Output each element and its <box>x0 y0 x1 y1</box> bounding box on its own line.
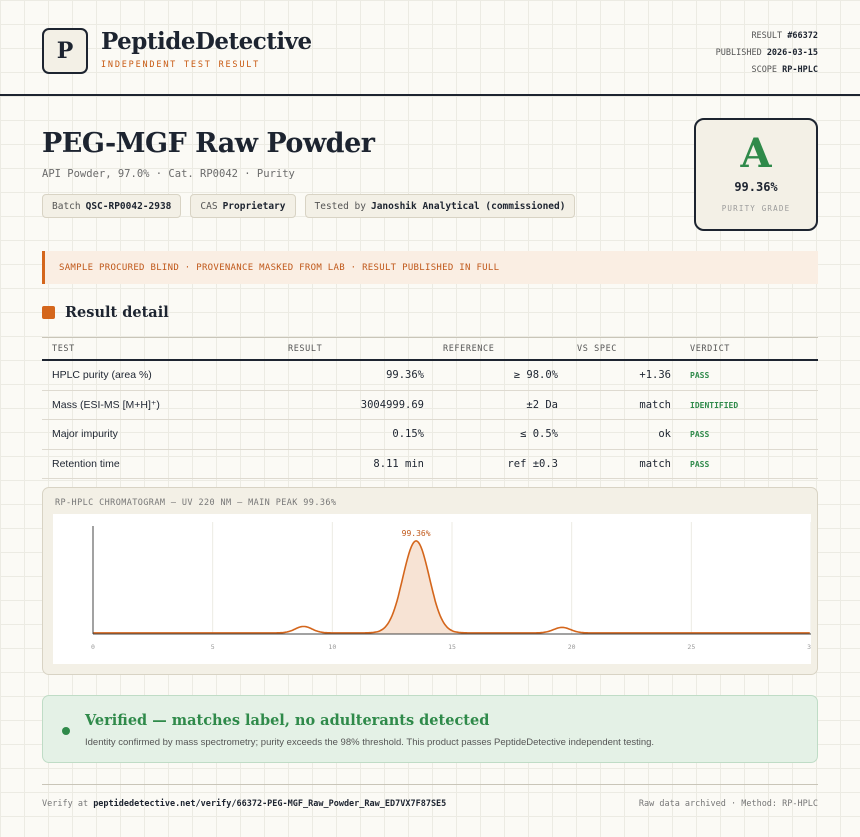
table-row: Mass (ESI-MS [M+H]⁺) 3004999.69 ±2 Da ma… <box>42 391 818 420</box>
x-tick-label: 15 <box>448 643 456 651</box>
x-tick-label: 25 <box>687 643 695 651</box>
header-vs-spec: VS SPEC <box>577 344 618 354</box>
chip-tested-by: Tested by Janoshik Analytical (commission… <box>304 194 576 218</box>
header-test: TEST <box>52 344 75 354</box>
header-result: RESULT <box>288 344 323 354</box>
x-tick-label: 20 <box>568 643 576 651</box>
meta-scope: SCOPE RP-HPLC <box>751 65 818 75</box>
product-subtitle: API Powder, 97.0% · Cat. RP0042 · Purity <box>42 168 295 180</box>
status-dot-icon <box>62 727 70 735</box>
table-header: TEST RESULT REFERENCE VS SPEC VERDICT <box>42 337 818 361</box>
grade-value: 99.36% <box>734 180 778 194</box>
brand-tagline: INDEPENDENT TEST RESULT <box>101 60 261 70</box>
verified-subtitle: Identity confirmed by mass spectrometry;… <box>85 737 655 748</box>
chip-cas: CAS Proprietary <box>190 194 296 218</box>
brand-name: PeptideDetective <box>101 28 312 55</box>
header-reference: REFERENCE <box>443 344 495 354</box>
verdict-badge: PASS <box>690 371 710 380</box>
meta-result: RESULT #66372 <box>751 31 818 41</box>
plot-area: 99.36% 0 5 10 15 20 25 30 <box>53 514 815 664</box>
verified-panel: Verified — matches label, no adulterants… <box>42 695 818 763</box>
main-peak-fill <box>363 540 468 634</box>
grade-label: PURITY GRADE <box>721 204 791 213</box>
result-meta: RESULT #66372 PUBLISHED 2026-03-15 SCOPE… <box>716 28 818 79</box>
chromatogram-card: RP-HPLC CHROMATOGRAM — UV 220 NM — MAIN … <box>42 487 818 675</box>
verdict-badge: PASS <box>690 430 710 439</box>
chip-batch: Batch QSC-RP0042-2938 <box>42 194 182 218</box>
purity-grade-card: A 99.36% PURITY GRADE <box>694 118 818 231</box>
verdict-badge: IDENTIFIED <box>690 400 739 410</box>
x-tick-label: 0 <box>91 643 95 651</box>
footer-verify: Verify at peptidedetective.net/verify/66… <box>42 799 447 809</box>
table-row: Major impurity 0.15% ≤ 0.5% ok PASS <box>42 420 818 450</box>
logo-icon: P <box>42 28 88 74</box>
main-peak-label: 99.36% <box>402 529 431 538</box>
report-header: P PeptideDetective INDEPENDENT TEST RESU… <box>0 0 860 96</box>
footer-note: Raw data archived · Method: RP-HPLC <box>638 799 818 809</box>
meta-published: PUBLISHED 2026-03-15 <box>715 48 818 58</box>
verified-title: Verified — matches label, no adulterants… <box>85 712 490 729</box>
x-tick-label: 5 <box>211 643 215 651</box>
results-table: TEST RESULT REFERENCE VS SPEC VERDICT HP… <box>42 337 818 479</box>
square-icon <box>42 306 55 319</box>
provenance-banner: SAMPLE PROCURED BLIND · PROVENANCE MASKE… <box>42 251 818 284</box>
grade-letter: A <box>740 130 772 177</box>
header-verdict: VERDICT <box>690 344 731 354</box>
chromatogram-line <box>93 540 810 634</box>
section-title: Result detail <box>42 304 169 321</box>
table-row: HPLC purity (area %) 99.36% ≥ 98.0% +1.3… <box>42 361 818 391</box>
footer-divider <box>42 784 818 785</box>
verdict-badge: PASS <box>690 459 710 469</box>
verify-link[interactable]: peptidedetective.net/verify/66372-PEG-MG… <box>93 799 447 809</box>
chromatogram-chart: 99.36% 0 5 10 15 20 25 30 <box>91 522 815 651</box>
chart-title: RP-HPLC CHROMATOGRAM — UV 220 NM — MAIN … <box>55 498 337 508</box>
product-chips: Batch QSC-RP0042-2938 CAS Proprietary Test… <box>42 194 576 218</box>
product-title: PEG-MGF Raw Powder <box>42 128 375 159</box>
table-row: Retention time 8.11 min ref ±0.3 match P… <box>42 450 818 479</box>
x-tick-label: 10 <box>328 643 336 651</box>
x-tick-label: 30 <box>807 643 811 651</box>
